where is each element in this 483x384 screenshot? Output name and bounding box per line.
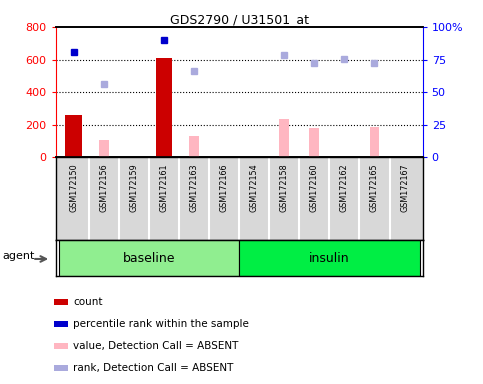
Text: GSM172156: GSM172156 bbox=[99, 163, 108, 212]
Text: GSM172154: GSM172154 bbox=[250, 163, 258, 212]
Bar bbox=[99, 140, 109, 157]
Bar bbox=[65, 115, 82, 157]
Text: GSM172162: GSM172162 bbox=[340, 163, 349, 212]
Text: GSM172158: GSM172158 bbox=[280, 163, 289, 212]
Text: GSM172165: GSM172165 bbox=[370, 163, 379, 212]
Text: GSM172161: GSM172161 bbox=[159, 163, 169, 212]
Text: agent: agent bbox=[3, 252, 35, 262]
Bar bbox=[309, 127, 319, 157]
Bar bbox=[279, 119, 289, 157]
Text: GSM172163: GSM172163 bbox=[189, 163, 199, 212]
Bar bbox=[239, 240, 420, 276]
Bar bbox=[58, 240, 239, 276]
Text: GSM172167: GSM172167 bbox=[400, 163, 409, 212]
Text: value, Detection Call = ABSENT: value, Detection Call = ABSENT bbox=[73, 341, 238, 351]
Bar bbox=[54, 321, 69, 327]
Bar bbox=[54, 300, 69, 305]
Text: insulin: insulin bbox=[309, 252, 350, 265]
Bar bbox=[369, 127, 380, 157]
Text: GSM172166: GSM172166 bbox=[220, 163, 228, 212]
Text: GSM172160: GSM172160 bbox=[310, 163, 319, 212]
Bar bbox=[54, 365, 69, 371]
Bar bbox=[189, 136, 199, 157]
Bar bbox=[54, 343, 69, 349]
Text: baseline: baseline bbox=[123, 252, 175, 265]
Title: GDS2790 / U31501_at: GDS2790 / U31501_at bbox=[170, 13, 309, 26]
Text: GSM172150: GSM172150 bbox=[69, 163, 78, 212]
Text: rank, Detection Call = ABSENT: rank, Detection Call = ABSENT bbox=[73, 363, 233, 373]
Text: GSM172159: GSM172159 bbox=[129, 163, 138, 212]
Text: count: count bbox=[73, 297, 102, 307]
Bar bbox=[156, 58, 172, 157]
Text: percentile rank within the sample: percentile rank within the sample bbox=[73, 319, 249, 329]
